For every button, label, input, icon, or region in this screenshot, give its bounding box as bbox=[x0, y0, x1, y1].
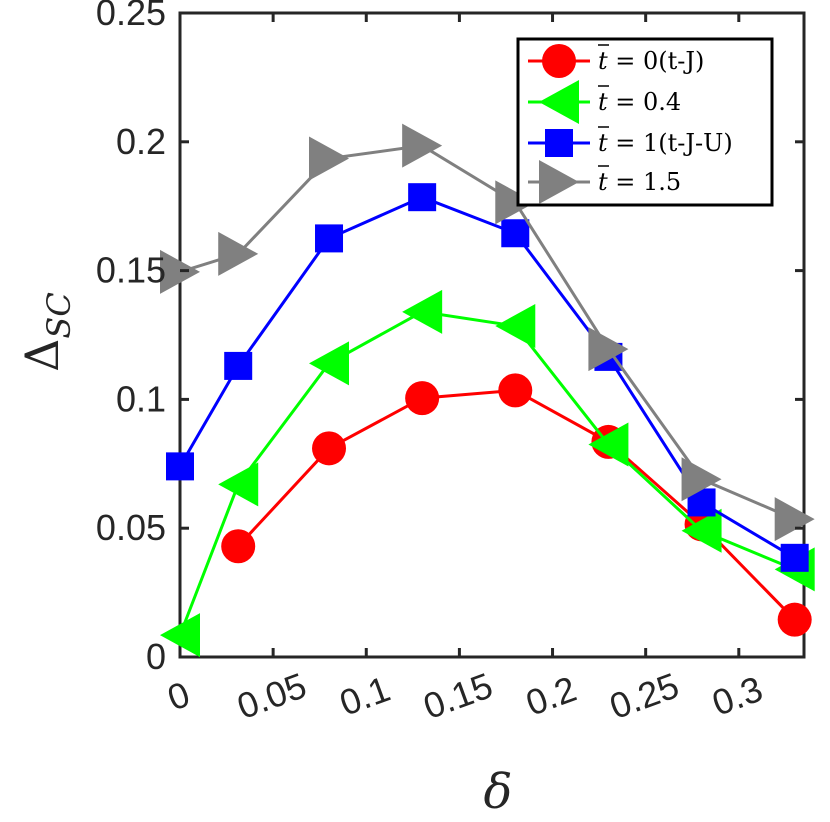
data-point bbox=[224, 351, 253, 380]
legend: t = 0(t-J) t = 0.4 t = 1(t-J-U) t = 1.5 bbox=[516, 37, 774, 207]
data-point bbox=[402, 123, 443, 168]
x-tick-label: 0.1 bbox=[334, 668, 395, 724]
legend-entry: t = 0.4 bbox=[528, 80, 681, 124]
svg-text:ΔSC: ΔSC bbox=[15, 292, 78, 372]
data-point bbox=[405, 381, 440, 416]
data-point bbox=[501, 219, 530, 248]
data-point bbox=[780, 543, 809, 572]
y-axis-label-main: Δ bbox=[15, 339, 69, 372]
data-point bbox=[402, 289, 443, 334]
x-tick-label: 0.05 bbox=[232, 665, 312, 727]
data-point bbox=[218, 231, 259, 276]
data-point bbox=[160, 613, 200, 658]
y-tick-label: 0.2 bbox=[116, 121, 166, 162]
y-tick-label: 0 bbox=[146, 636, 166, 677]
data-point bbox=[495, 303, 536, 348]
axis-ticks bbox=[178, 11, 804, 659]
data-point bbox=[166, 452, 194, 481]
data-point bbox=[309, 136, 350, 181]
data-point bbox=[309, 341, 350, 386]
legend-entry: t = 0(t-J) bbox=[528, 44, 704, 78]
series-layer bbox=[160, 123, 815, 658]
y-tick-label: 0.15 bbox=[96, 250, 166, 291]
x-tick-label: 0.3 bbox=[707, 668, 768, 724]
data-point bbox=[408, 183, 437, 212]
data-point bbox=[495, 180, 536, 225]
x-axis-label: δ bbox=[484, 764, 513, 820]
legend-label: t = 1.5 bbox=[598, 168, 681, 196]
series-line bbox=[178, 310, 796, 636]
data-point bbox=[315, 224, 344, 253]
legend-entry: t = 1(t-J-U) bbox=[528, 126, 733, 157]
y-tick-label: 0.1 bbox=[116, 378, 166, 419]
data-point bbox=[774, 497, 815, 542]
y-tick-label: 0.05 bbox=[96, 507, 166, 548]
legend-label: t = 1(t-J-U) bbox=[598, 129, 733, 157]
y-axis-label-sub: SC bbox=[40, 292, 78, 338]
legend-label: t = 0.4 bbox=[598, 88, 681, 116]
legend-label: t = 0(t-J) bbox=[598, 47, 704, 75]
y-tick-label: 0.25 bbox=[96, 0, 166, 33]
legend-marker bbox=[545, 129, 573, 157]
x-tick-label: 0 bbox=[162, 673, 195, 718]
legend-entry: t = 1.5 bbox=[528, 160, 681, 204]
x-tick-label: 0.25 bbox=[604, 665, 684, 727]
y-axis-label: ΔSC bbox=[15, 292, 78, 372]
data-point bbox=[681, 508, 722, 553]
series-line bbox=[179, 144, 796, 521]
data-point bbox=[588, 327, 629, 372]
data-point bbox=[312, 431, 347, 466]
legend-marker bbox=[542, 44, 576, 78]
data-point bbox=[777, 602, 812, 637]
legend-marker bbox=[539, 80, 579, 124]
data-point bbox=[498, 373, 533, 408]
data-point bbox=[221, 529, 256, 564]
legend-marker bbox=[539, 160, 579, 204]
data-point bbox=[681, 457, 722, 502]
series-2 bbox=[160, 289, 815, 658]
data-point bbox=[218, 462, 259, 507]
data-point bbox=[588, 422, 629, 467]
x-tick-label: 0.15 bbox=[418, 665, 498, 727]
x-tick-label: 0.2 bbox=[520, 668, 581, 724]
